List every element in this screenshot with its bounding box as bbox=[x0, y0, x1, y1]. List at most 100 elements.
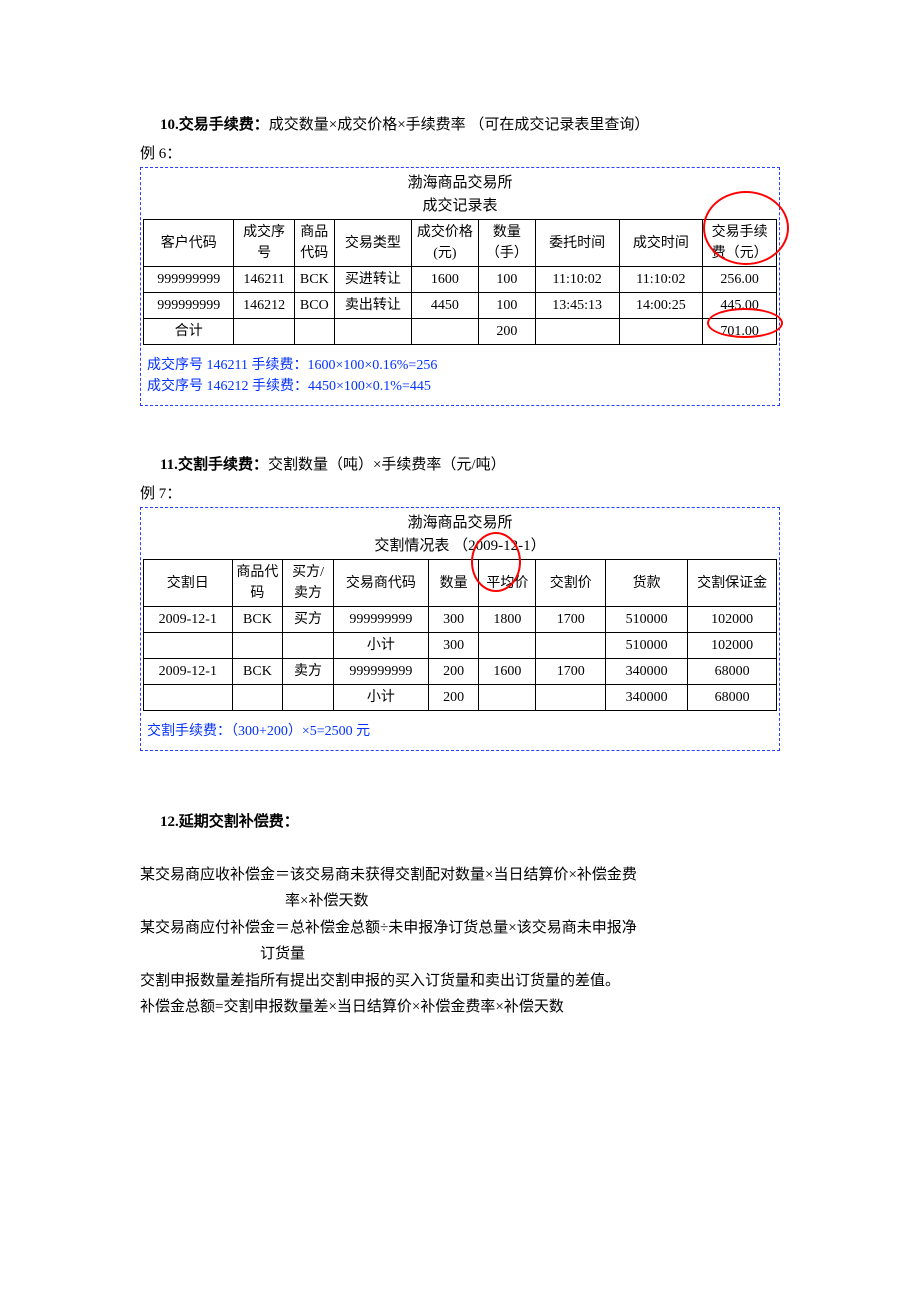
table-header: 客户代码 bbox=[144, 220, 234, 267]
sec10-desc: 成交数量×成交价格×手续费率 （可在成交记录表里查询） bbox=[269, 117, 650, 133]
table-cell: 340000 bbox=[606, 659, 688, 685]
table-cell: 11:10:02 bbox=[535, 267, 619, 293]
table-header: 数量 bbox=[428, 560, 479, 607]
table-cell: 102000 bbox=[688, 607, 777, 633]
table-cell: 14:00:25 bbox=[619, 293, 703, 319]
table6-title2: 成交记录表 bbox=[143, 195, 777, 218]
table-cell: 4450 bbox=[411, 293, 478, 319]
table-cell: BCO bbox=[294, 293, 334, 319]
table-header: 成交价格(元) bbox=[411, 220, 478, 267]
table-cell: 11:10:02 bbox=[619, 267, 703, 293]
table-cell: 2009-12-1 bbox=[144, 607, 233, 633]
table-row: 999999999146212BCO卖出转让445010013:45:1314:… bbox=[144, 293, 777, 319]
table-cell: 1700 bbox=[536, 659, 606, 685]
table-cell: 买方 bbox=[283, 607, 334, 633]
table-cell: 200 bbox=[428, 685, 479, 711]
sec10-title: 交易手续费： bbox=[179, 117, 269, 133]
table-row: 合计 200 701.00 bbox=[144, 319, 777, 345]
table-cell bbox=[232, 685, 283, 711]
table-cell: 卖出转让 bbox=[334, 293, 411, 319]
table-cell: 999999999 bbox=[333, 607, 428, 633]
table-cell: 1800 bbox=[479, 607, 536, 633]
table-cell: 小计 bbox=[333, 685, 428, 711]
table-cell: 68000 bbox=[688, 659, 777, 685]
sec12-line4: 补偿金总额=交割申报数量差×当日结算价×补偿金费率×补偿天数 bbox=[140, 996, 780, 1019]
sec10-num: 10. bbox=[160, 117, 179, 133]
table7-title2: 交割情况表 （2009-12-1） bbox=[143, 535, 777, 558]
table-header: 交割价 bbox=[536, 560, 606, 607]
table-cell: BCK bbox=[232, 607, 283, 633]
sec12-line2a: 某交易商应付补偿金＝总补偿金总额÷未申报净订货总量×该交易商未申报净 bbox=[140, 917, 780, 940]
table-cell: 小计 bbox=[333, 633, 428, 659]
table7: 交割日商品代码买方/卖方交易商代码数量平均价交割价货款交割保证金2009-12-… bbox=[143, 559, 777, 711]
table-cell: 146212 bbox=[234, 293, 294, 319]
sec12-title: 延期交割补偿费： bbox=[179, 814, 299, 830]
table-cell: 合计 bbox=[144, 319, 234, 345]
table-row: 小计200 34000068000 bbox=[144, 685, 777, 711]
table-cell bbox=[334, 319, 411, 345]
table-cell: 68000 bbox=[688, 685, 777, 711]
note6-2: 成交序号 146212 手续费：4450×100×0.1%=445 bbox=[147, 376, 777, 397]
table-header: 委托时间 bbox=[535, 220, 619, 267]
table-cell: 340000 bbox=[606, 685, 688, 711]
section10-heading: 10.交易手续费：成交数量×成交价格×手续费率 （可在成交记录表里查询） bbox=[140, 114, 780, 137]
table-cell: 102000 bbox=[688, 633, 777, 659]
table-cell: 200 bbox=[478, 319, 535, 345]
section11-heading: 11.交割手续费：交割数量（吨）×手续费率（元/吨） bbox=[140, 454, 780, 477]
sec12-line3: 交割申报数量差指所有提出交割申报的买入订货量和卖出订货量的差值。 bbox=[140, 970, 780, 993]
table-cell: 445.00 bbox=[703, 293, 777, 319]
table-cell: 100 bbox=[478, 293, 535, 319]
example7-box: 渤海商品交易所 交割情况表 （2009-12-1） 交割日商品代码买方/卖方交易… bbox=[140, 507, 780, 751]
table-cell: 1600 bbox=[411, 267, 478, 293]
table-cell bbox=[619, 319, 703, 345]
table-cell: 701.00 bbox=[703, 319, 777, 345]
table-cell: 100 bbox=[478, 267, 535, 293]
table-cell bbox=[144, 633, 233, 659]
table-cell: 13:45:13 bbox=[535, 293, 619, 319]
table-cell: 999999999 bbox=[144, 267, 234, 293]
table-cell bbox=[479, 685, 536, 711]
sec11-desc: 交割数量（吨）×手续费率（元/吨） bbox=[268, 457, 506, 473]
table-cell: BCK bbox=[232, 659, 283, 685]
note6-1: 成交序号 146211 手续费：1600×100×0.16%=256 bbox=[147, 355, 777, 376]
table-cell bbox=[536, 685, 606, 711]
table-cell bbox=[411, 319, 478, 345]
table-cell bbox=[232, 633, 283, 659]
table-header: 交割日 bbox=[144, 560, 233, 607]
sec12-line2b: 订货量 bbox=[140, 943, 780, 966]
table-cell: 200 bbox=[428, 659, 479, 685]
example6-box: 渤海商品交易所 成交记录表 客户代码成交序号商品代码交易类型成交价格(元)数量（… bbox=[140, 167, 780, 406]
table-cell bbox=[294, 319, 334, 345]
example6-label: 例 6： bbox=[140, 143, 780, 166]
example7-label: 例 7： bbox=[140, 483, 780, 506]
table-header: 买方/卖方 bbox=[283, 560, 334, 607]
table-header: 交易类型 bbox=[334, 220, 411, 267]
table-header: 成交时间 bbox=[619, 220, 703, 267]
sec11-title: 交割手续费： bbox=[178, 457, 268, 473]
table-row: 小计300510000102000 bbox=[144, 633, 777, 659]
table-cell bbox=[536, 633, 606, 659]
table-cell bbox=[479, 633, 536, 659]
sec12-line1a: 某交易商应收补偿金＝该交易商未获得交割配对数量×当日结算价×补偿金费 bbox=[140, 864, 780, 887]
table-header: 交易手续费（元） bbox=[703, 220, 777, 267]
sec11-num: 11. bbox=[160, 457, 178, 473]
table-header: 成交序号 bbox=[234, 220, 294, 267]
table-cell: 999999999 bbox=[144, 293, 234, 319]
table-cell: BCK bbox=[294, 267, 334, 293]
section12-body: 某交易商应收补偿金＝该交易商未获得交割配对数量×当日结算价×补偿金费 率×补偿天… bbox=[140, 864, 780, 1019]
table-cell bbox=[234, 319, 294, 345]
table-header: 平均价 bbox=[479, 560, 536, 607]
table-header: 商品代码 bbox=[232, 560, 283, 607]
table-cell bbox=[283, 633, 334, 659]
note7-1: 交割手续费：（300+200）×5=2500 元 bbox=[147, 721, 777, 742]
table7-title1: 渤海商品交易所 bbox=[143, 512, 777, 535]
table-header: 数量（手） bbox=[478, 220, 535, 267]
table-cell: 1700 bbox=[536, 607, 606, 633]
table-cell: 2009-12-1 bbox=[144, 659, 233, 685]
table-cell: 256.00 bbox=[703, 267, 777, 293]
table-header: 交割保证金 bbox=[688, 560, 777, 607]
table-row: 999999999146211BCK买进转让160010011:10:0211:… bbox=[144, 267, 777, 293]
table-row: 2009-12-1BCK卖方99999999920016001700340000… bbox=[144, 659, 777, 685]
table-cell: 300 bbox=[428, 633, 479, 659]
table-cell: 买进转让 bbox=[334, 267, 411, 293]
